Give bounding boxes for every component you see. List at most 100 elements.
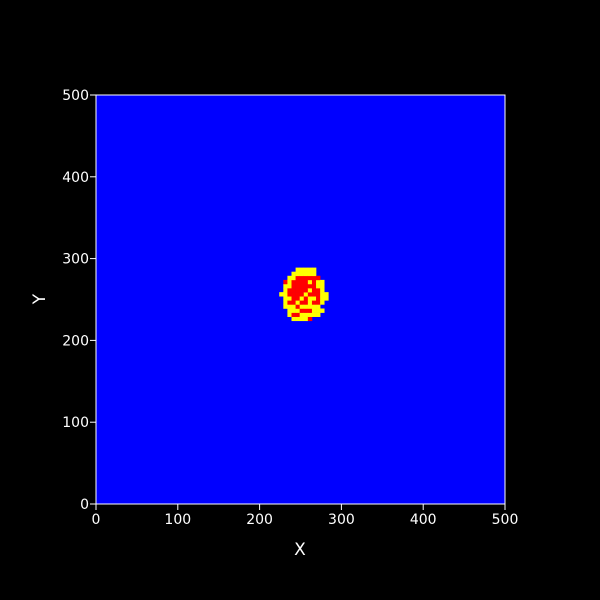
heatmap-cell-yellow — [299, 296, 305, 301]
y-tick-label: 400 — [62, 170, 89, 186]
x-tick-label: 500 — [492, 512, 519, 528]
heatmap-cell-yellow — [307, 271, 313, 277]
heatmap-cell-yellow — [320, 283, 325, 289]
y-axis-title: Y — [30, 293, 50, 305]
heatmap-cell-red — [303, 275, 309, 281]
heatmap-cell-yellow — [291, 271, 296, 277]
heatmap-cell-yellow — [283, 300, 288, 305]
x-tick-label: 400 — [410, 512, 437, 528]
heatmap-cell-red — [316, 300, 321, 305]
heatmap-cell-yellow — [320, 308, 325, 313]
heatmap-cell-yellow — [307, 267, 313, 272]
heatmap-cell-yellow — [295, 300, 300, 305]
heatmap-cell-yellow — [295, 308, 300, 313]
heatmap-cell-yellow — [307, 279, 313, 285]
plot-frame — [95, 94, 506, 505]
heatmap-cell-red — [307, 316, 313, 322]
heatmap-cell-red — [303, 279, 309, 285]
heatmap-cell-yellow — [287, 308, 292, 313]
heatmap-cell-yellow — [303, 292, 309, 297]
heatmap-cell-yellow — [291, 316, 296, 322]
heatmap-cell-red — [299, 288, 305, 293]
heatmap-cell-red — [303, 296, 309, 301]
heatmap-cell-red — [299, 308, 305, 313]
heatmap-cell-red — [307, 275, 313, 281]
heatmap-cell-red — [299, 283, 305, 289]
heatmap-cell-yellow — [311, 271, 317, 277]
heatmap-cell-red — [295, 304, 300, 309]
heatmap-cell-yellow — [287, 283, 292, 289]
heatmap-cell-yellow — [311, 308, 317, 313]
heatmap-cell-red — [287, 300, 292, 305]
heatmap-cell-yellow — [303, 267, 309, 272]
heatmap-cell-yellow — [307, 312, 313, 317]
heatmap-cell-yellow — [316, 283, 321, 289]
heatmap-cell-yellow — [320, 292, 325, 297]
heatmap-cell-yellow — [307, 288, 313, 293]
heatmap-cell-yellow — [287, 304, 292, 309]
heatmap-cell-red — [316, 275, 321, 281]
heatmap-cell-yellow — [283, 283, 288, 289]
heatmap-cell-red — [295, 288, 300, 293]
heatmap-cell-yellow — [303, 271, 309, 277]
heatmap-cell-yellow — [291, 275, 296, 281]
heatmap-cell-red — [316, 292, 321, 297]
heatmap-cell-yellow — [287, 312, 292, 317]
heatmap-cell-red — [311, 275, 317, 281]
heatmap-cell-yellow — [283, 304, 288, 309]
heatmap-cell-yellow — [287, 296, 292, 301]
heatmap-cell-red — [295, 283, 300, 289]
y-tick-label: 100 — [62, 415, 89, 431]
heatmap-cell-red — [287, 288, 292, 293]
heatmap-cell-red — [311, 292, 317, 297]
heatmap-cell-red — [295, 292, 300, 297]
heatmap-cell-yellow — [287, 275, 292, 281]
heatmap-cell-yellow — [320, 279, 325, 285]
y-tick-label: 300 — [62, 252, 89, 268]
heatmap-cell-red — [303, 300, 309, 305]
heatmap-cell-red — [303, 283, 309, 289]
heatmap-cell-yellow — [299, 267, 305, 272]
heatmap-cell-yellow — [307, 296, 313, 301]
x-tick-label: 200 — [246, 512, 273, 528]
heatmap-cell-yellow — [320, 300, 325, 305]
heatmap-cell-yellow — [324, 292, 329, 297]
heatmap-cell-yellow — [283, 296, 288, 301]
heatmap-cell-red — [291, 292, 296, 297]
heatmap-cell-red — [307, 308, 313, 313]
heatmap-cell-red — [311, 300, 317, 305]
heatmap-cell-yellow — [307, 304, 313, 309]
heatmap-cell-red — [311, 283, 317, 289]
heatmap-cell-yellow — [283, 292, 288, 297]
x-tick-label: 0 — [92, 512, 101, 528]
heatmap-cell-yellow — [316, 279, 321, 285]
heatmap-cell-red — [291, 283, 296, 289]
heatmap-cell-yellow — [303, 316, 309, 322]
y-axis: 0 100 200 300 400 500 — [62, 88, 96, 513]
heatmap-cell-red — [311, 279, 317, 285]
heatmap-cell-yellow — [303, 312, 309, 317]
y-tick-label: 500 — [62, 88, 89, 104]
x-tick-label: 100 — [164, 512, 191, 528]
plot-area — [95, 94, 506, 505]
heatmap-cell-yellow — [316, 312, 321, 317]
y-tick-label: 0 — [80, 497, 89, 513]
heatmap-cell-yellow — [295, 267, 300, 272]
heatmap-cell-yellow — [303, 304, 309, 309]
heatmap-cell-yellow — [299, 312, 305, 317]
heatmap-cell-yellow — [316, 304, 321, 309]
heatmap-cell-red — [291, 279, 296, 285]
heatmap-cell-yellow — [320, 288, 325, 293]
heatmap-cell-red — [287, 292, 292, 297]
heatmap-cell-yellow — [279, 292, 284, 297]
heatmap-cell-red — [307, 292, 313, 297]
heatmap-cell-yellow — [283, 288, 288, 293]
heatmap-cell-yellow — [299, 304, 305, 309]
x-tick-label: 300 — [328, 512, 355, 528]
heatmap-cell-yellow — [324, 296, 329, 301]
heatmap-cell-yellow — [311, 267, 317, 272]
heatmap-cell-yellow — [311, 296, 317, 301]
x-axis-title: X — [294, 540, 306, 560]
heatmap-cell-red — [295, 279, 300, 285]
